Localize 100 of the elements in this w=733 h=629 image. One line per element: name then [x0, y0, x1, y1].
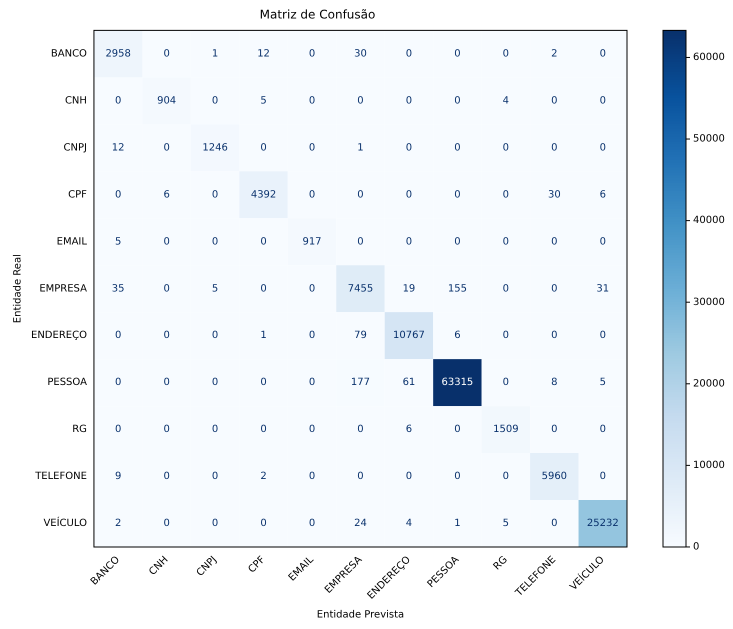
data-label: 0: [114, 330, 122, 342]
data-label: 0: [600, 471, 606, 482]
data-label: 0: [357, 236, 364, 248]
data-label: 61: [402, 377, 416, 388]
data-label: 0: [357, 424, 364, 436]
data-label: 9: [114, 471, 122, 482]
data-label: 0: [114, 377, 122, 388]
y-axis-title: Entidade Real: [12, 254, 24, 324]
data-label: 0: [212, 330, 218, 342]
data-label: 0: [163, 236, 170, 248]
color-bar-label: 30000: [693, 296, 725, 308]
data-label: 0: [163, 377, 170, 388]
data-label: 0: [260, 142, 267, 154]
data-label: 0: [454, 189, 461, 200]
data-label: 0: [308, 330, 316, 342]
data-label: 0: [600, 424, 606, 436]
data-label: 0: [163, 330, 170, 342]
data-label: 1246: [202, 142, 228, 154]
data-label: 0: [600, 330, 606, 342]
data-label: 2: [551, 48, 558, 60]
data-label: 0: [357, 189, 364, 200]
data-label: 24: [354, 518, 367, 530]
data-label: 0: [212, 189, 218, 200]
data-label: 0: [551, 518, 558, 530]
data-label: 0: [454, 95, 461, 106]
data-label: 0: [600, 48, 606, 60]
data-label: 0: [260, 283, 267, 294]
y-tick-label: CPF: [68, 189, 88, 200]
x-tick-label: RG: [492, 554, 510, 573]
data-label: 0: [308, 189, 316, 200]
data-label: 0: [260, 377, 267, 388]
data-label: 4392: [250, 189, 276, 200]
y-tick-label: RG: [72, 424, 87, 436]
data-label: 0: [308, 283, 316, 294]
data-label: 5: [212, 283, 218, 294]
color-bar-label: 10000: [693, 460, 725, 471]
data-label: 0: [212, 95, 218, 106]
y-tick-label: EMAIL: [56, 236, 88, 248]
data-label: 0: [308, 424, 316, 436]
data-label: 904: [157, 95, 176, 106]
color-bar-label: 50000: [693, 134, 725, 145]
data-label: 0: [551, 283, 558, 294]
data-label: 0: [406, 236, 412, 248]
y-tick-label: PESSOA: [47, 377, 88, 388]
y-tick-label: CNH: [64, 95, 87, 106]
data-label: 5: [600, 377, 606, 388]
data-label: 8: [551, 377, 558, 388]
data-label: 0: [357, 95, 364, 106]
color-bar-label: 40000: [693, 215, 725, 226]
data-label: 2: [260, 471, 267, 482]
data-label: 0: [406, 142, 412, 154]
data-label: 0: [454, 236, 461, 248]
data-label: 6: [454, 330, 461, 342]
y-tick-label: VEÍCULO: [43, 516, 88, 530]
data-label: 31: [596, 283, 610, 294]
data-label: 0: [502, 142, 510, 154]
data-label: 0: [406, 95, 412, 106]
data-label: 0: [502, 471, 510, 482]
data-label: 0: [308, 48, 316, 60]
data-label: 0: [212, 236, 218, 248]
data-label: 0: [308, 518, 316, 530]
data-label: 1: [260, 330, 267, 342]
data-label: 0: [551, 95, 558, 106]
y-tick-label: BANCO: [50, 48, 88, 60]
data-label: 2958: [105, 48, 131, 60]
data-label: 0: [212, 377, 218, 388]
data-label: 79: [354, 330, 367, 342]
data-label: 1: [357, 142, 364, 154]
data-label: 0: [212, 471, 218, 482]
data-label: 12: [257, 48, 270, 60]
data-label: 177: [350, 377, 370, 388]
data-label: 0: [600, 236, 606, 248]
data-label: 0: [454, 142, 461, 154]
data-label: 0: [502, 283, 510, 294]
data-label: 35: [112, 283, 125, 294]
data-label: 0: [551, 142, 558, 154]
x-tick-label: CPF: [246, 554, 268, 576]
data-label: 0: [600, 95, 606, 106]
data-label: 0: [502, 377, 510, 388]
data-label: 0: [260, 424, 267, 436]
data-label: 0: [406, 189, 412, 200]
data-label: 0: [114, 424, 122, 436]
data-label: 10767: [393, 330, 425, 342]
data-label: 4: [406, 518, 412, 530]
data-label: 0: [212, 424, 218, 436]
data-label: 0: [308, 377, 316, 388]
data-label: 1509: [493, 424, 519, 436]
data-label: 6: [406, 424, 412, 436]
data-label: 0: [260, 518, 267, 530]
data-label: 0: [454, 48, 461, 60]
chart-title: Matriz de Confusão: [260, 7, 376, 22]
data-label: 0: [212, 518, 218, 530]
data-label: 2: [114, 518, 122, 530]
data-label: 0: [502, 330, 510, 342]
data-label: 0: [163, 142, 170, 154]
data-label: 0: [406, 48, 412, 60]
color-bar-label: 0: [693, 542, 700, 553]
data-label: 1: [212, 48, 218, 60]
y-tick-label: CNPJ: [63, 142, 87, 154]
data-label: 0: [114, 189, 122, 200]
